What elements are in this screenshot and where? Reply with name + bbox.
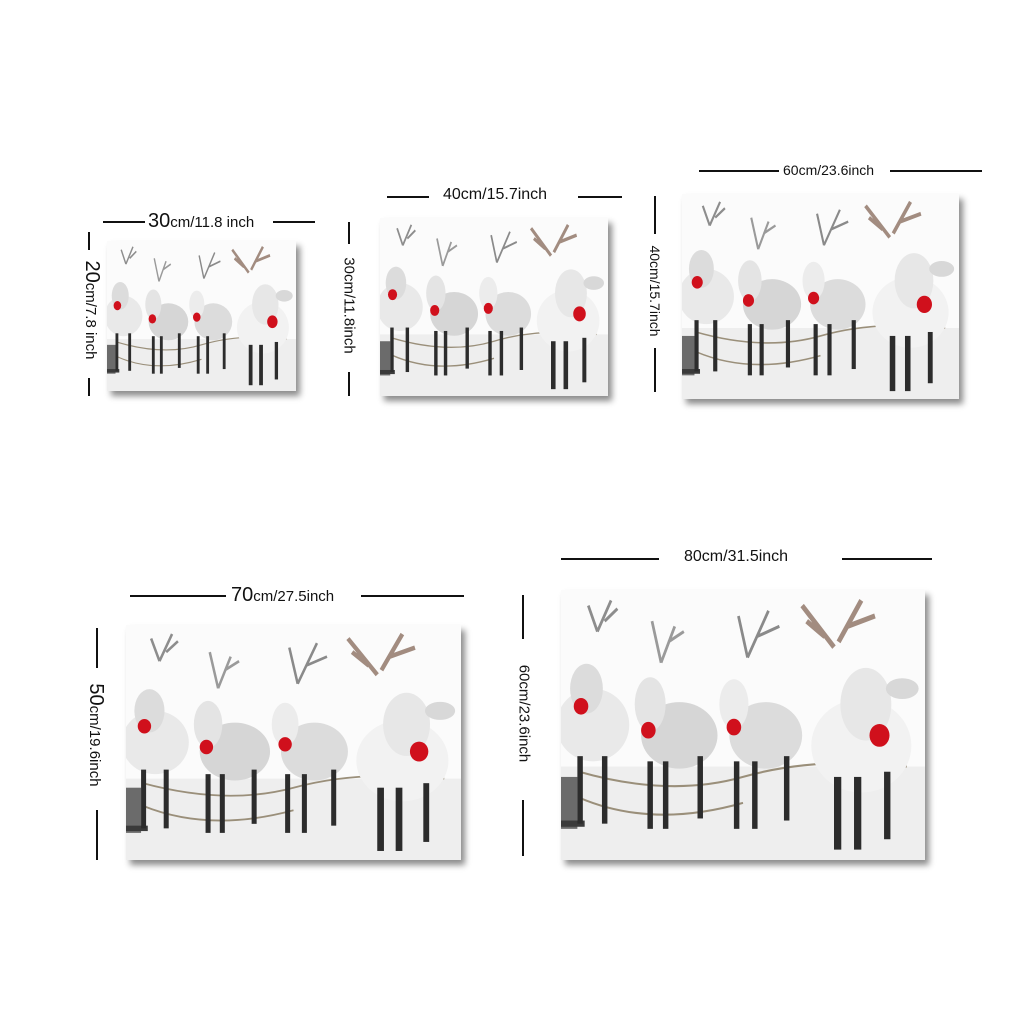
height-line-bottom bbox=[348, 372, 350, 396]
width-line-left bbox=[561, 558, 659, 560]
height-label-50: 50cm/19.6inch bbox=[85, 683, 107, 787]
width-label-70: 70cm/27.5inch bbox=[231, 584, 335, 606]
height-line-top bbox=[522, 595, 524, 639]
width-line-right bbox=[578, 196, 622, 198]
width-label-60: 60cm/23.6inch bbox=[783, 162, 875, 178]
height-line-bottom bbox=[96, 810, 98, 860]
reindeer-image bbox=[126, 625, 461, 860]
canvas-80x60 bbox=[561, 590, 925, 860]
width-line-right bbox=[842, 558, 932, 560]
width-line-right bbox=[361, 595, 464, 597]
reindeer-image bbox=[380, 218, 608, 396]
reindeer-image bbox=[107, 241, 296, 391]
height-line-top bbox=[654, 196, 656, 234]
width-line-right bbox=[273, 221, 315, 223]
width-line-left bbox=[387, 196, 429, 198]
width-line-left bbox=[130, 595, 226, 597]
reindeer-image bbox=[682, 194, 959, 399]
height-line-top bbox=[88, 232, 90, 250]
width-label-80: 80cm/31.5inch bbox=[684, 548, 789, 565]
width-line-left bbox=[699, 170, 779, 172]
reindeer-image bbox=[561, 590, 925, 860]
height-label-20: 20cm/7.8 inch bbox=[81, 260, 103, 360]
height-line-bottom bbox=[522, 800, 524, 856]
height-line-bottom bbox=[88, 378, 90, 396]
height-label-40: 40cm/15.7inch bbox=[647, 245, 663, 337]
height-line-top bbox=[348, 222, 350, 244]
width-line-right bbox=[890, 170, 982, 172]
width-line-left bbox=[103, 221, 145, 223]
width-label-40: 40cm/15.7inch bbox=[443, 186, 548, 203]
canvas-40x30 bbox=[380, 218, 608, 396]
height-label-60: 60cm/23.6inch bbox=[515, 664, 533, 763]
height-label-30: 30cm/11.8inch bbox=[340, 257, 358, 354]
height-line-top bbox=[96, 628, 98, 668]
canvas-30x20 bbox=[107, 241, 296, 391]
height-line-bottom bbox=[654, 348, 656, 392]
width-label-30: 30cm/11.8 inch bbox=[148, 210, 255, 232]
canvas-60x40 bbox=[682, 194, 959, 399]
canvas-70x50 bbox=[126, 625, 461, 860]
